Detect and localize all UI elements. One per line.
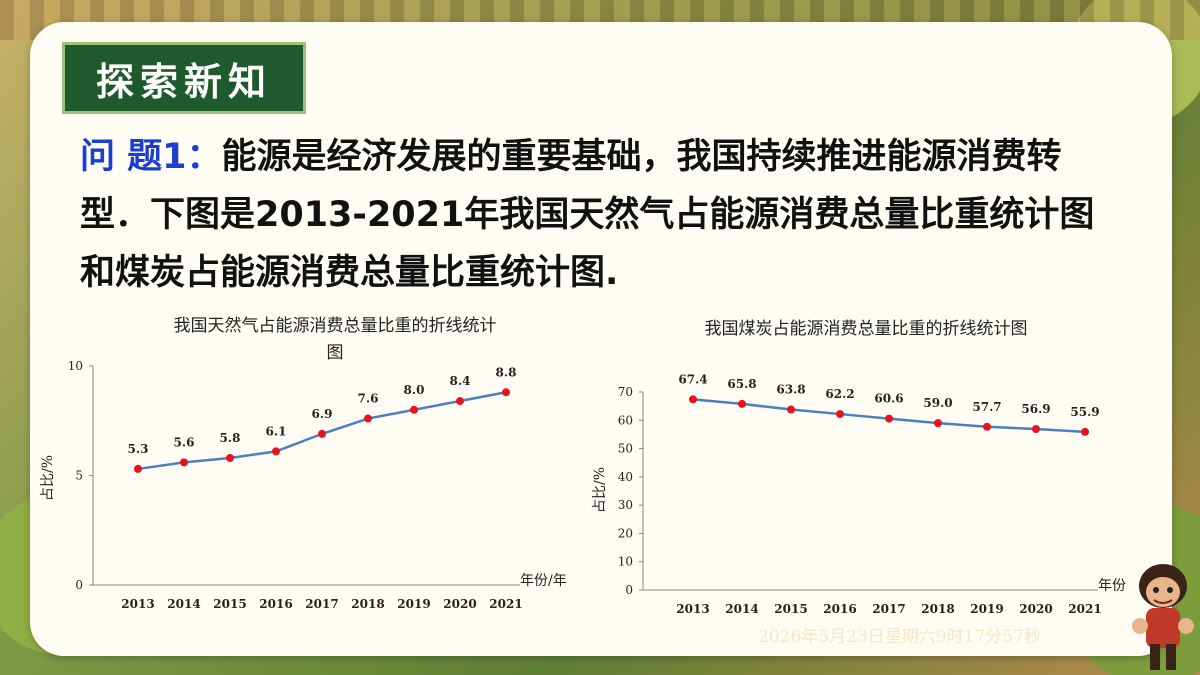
chart1-x-tick-label: 2013 <box>121 597 154 611</box>
chart2-data-label: 63.8 <box>776 383 805 397</box>
chart2-y-tick-label: 70 <box>618 385 633 399</box>
chart2-y-axis-label: 占比/% <box>592 467 608 513</box>
chart2-data-label: 67.4 <box>678 372 707 386</box>
chart2-data-label: 59.0 <box>923 396 952 410</box>
chart2-data-label: 57.7 <box>972 400 1001 414</box>
chart1-data-point <box>134 464 142 473</box>
chart1-data-label: 5.3 <box>128 442 149 456</box>
chart2-x-tick-label: 2018 <box>921 602 954 616</box>
timestamp: 2026年5月23日星期六9时17分57秒 <box>758 627 1041 647</box>
chart2-data-label: 60.6 <box>874 392 903 406</box>
chart2-y-tick-label: 10 <box>618 555 633 569</box>
chart2-data-point <box>738 399 746 408</box>
chart1-data-point <box>318 429 326 438</box>
chart2-data-point <box>983 422 991 431</box>
chart2-data-label: 65.8 <box>727 377 756 391</box>
chart1-x-tick-label: 2016 <box>259 597 292 611</box>
chart2-y-tick-label: 40 <box>618 470 633 484</box>
chart1-x-tick-label: 2017 <box>305 597 338 611</box>
content-card <box>30 22 1172 656</box>
chart2-y-tick-label: 30 <box>618 498 633 512</box>
chart1-data-point <box>180 458 188 467</box>
chart2-y-tick-label: 20 <box>618 526 633 540</box>
chart1-data-point <box>272 447 280 456</box>
chart1-x-tick-label: 2018 <box>351 597 384 611</box>
chart1-x-tick-label: 2019 <box>397 597 430 611</box>
chart2-data-label: 62.2 <box>825 387 854 401</box>
chart1-x-tick-label: 2014 <box>167 597 200 611</box>
chart1-data-label: 8.4 <box>450 374 471 388</box>
chart2-x-tick-label: 2014 <box>725 602 758 616</box>
chart2-x-tick-label: 2017 <box>872 602 905 616</box>
chart2-title: 我国煤炭占能源消费总量比重的折线统计图 <box>705 319 1028 339</box>
chart1-data-label: 7.6 <box>358 392 379 406</box>
chart1-title: 我国天然气占能源消费总量比重的折线统计 <box>174 316 497 336</box>
mascot-character-icon <box>1132 564 1194 670</box>
problem-text: 能源是经济发展的重要基础，我国持续推进能源消费转型．下图是2013-2021年我… <box>80 137 1095 293</box>
chart1-y-tick-label: 0 <box>75 578 83 592</box>
chart1-data-label: 8.0 <box>404 383 425 397</box>
chart2-x-tick-label: 2021 <box>1068 602 1101 616</box>
chart1-data-point <box>456 397 464 406</box>
chart1-data-label: 6.9 <box>312 407 333 421</box>
chart2-y-tick-label: 0 <box>625 583 633 597</box>
chart1-x-tick-label: 2015 <box>213 597 246 611</box>
chart2-x-tick-label: 2016 <box>823 602 856 616</box>
chart1-title-line2: 图 <box>327 343 344 363</box>
chart2-data-label: 56.9 <box>1021 402 1050 416</box>
chart1-data-point <box>226 453 234 462</box>
chart2-x-axis-label: 年份 <box>1098 578 1126 594</box>
chart2-data-point <box>885 414 893 423</box>
chart1-x-axis-label: 年份/年 <box>520 573 567 589</box>
chart2-y-tick-label: 50 <box>618 442 633 456</box>
chart2-x-tick-label: 2019 <box>970 602 1003 616</box>
chart1-y-axis-label: 占比/% <box>40 455 56 501</box>
chart1-data-label: 5.6 <box>174 435 195 449</box>
chart2-data-point <box>1032 425 1040 434</box>
chart2-x-tick-label: 2020 <box>1019 602 1052 616</box>
chart1-x-tick-label: 2020 <box>443 597 476 611</box>
chart2-y-tick-label: 60 <box>618 413 633 427</box>
chart1-data-label: 8.8 <box>496 365 517 379</box>
problem-statement: 问 题1：能源是经济发展的重要基础，我国持续推进能源消费转型．下图是2013-2… <box>80 128 1100 302</box>
chart2-data-point <box>836 410 844 419</box>
chart1-data-point <box>502 388 510 397</box>
chart1-y-tick-label: 10 <box>68 359 83 373</box>
chart1-data-label: 6.1 <box>266 424 287 438</box>
chart2-data-point <box>934 419 942 428</box>
problem-label: 问 题1： <box>80 137 222 177</box>
chart1-x-tick-label: 2021 <box>489 597 522 611</box>
chart2-x-tick-label: 2013 <box>676 602 709 616</box>
chart2-data-point <box>1081 427 1089 436</box>
chart2-x-tick-label: 2015 <box>774 602 807 616</box>
section-tag: 探索新知 <box>62 42 306 114</box>
chart2-data-point <box>689 395 697 404</box>
chart2-data-label: 55.9 <box>1070 405 1099 419</box>
chart1-data-point <box>364 414 372 423</box>
chart1-data-label: 5.8 <box>220 431 241 445</box>
chart2-data-point <box>787 405 795 414</box>
chart1-y-tick-label: 5 <box>75 469 83 483</box>
chart1-data-point <box>410 405 418 414</box>
